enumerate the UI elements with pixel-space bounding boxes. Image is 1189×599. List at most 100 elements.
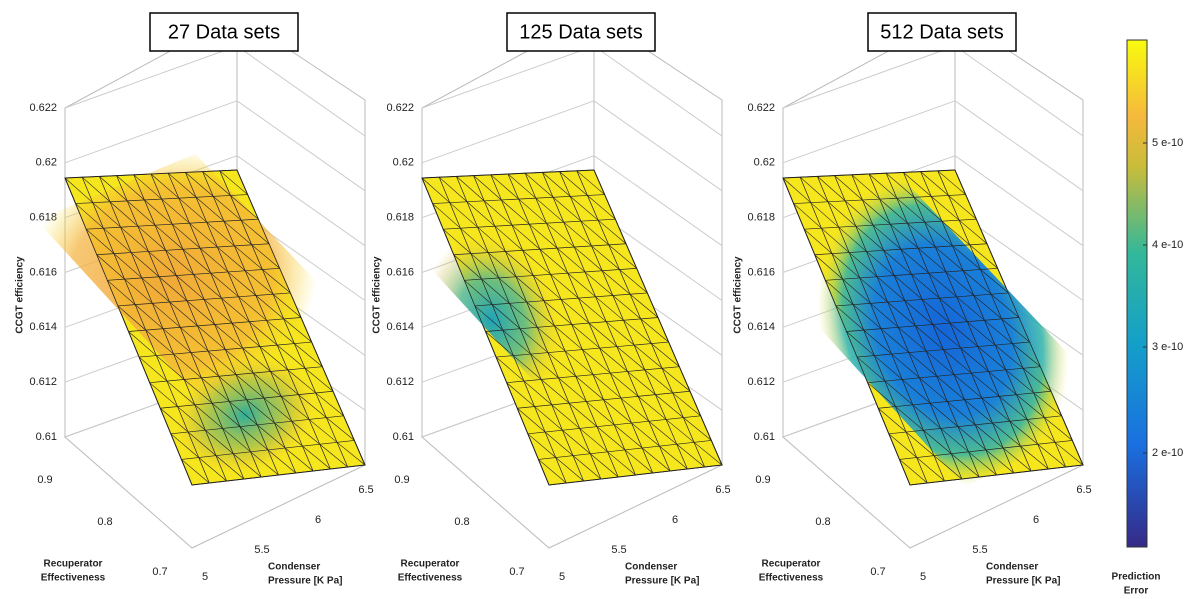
mesh-line (181, 459, 210, 484)
mesh-line (683, 417, 712, 441)
mesh-line (821, 227, 850, 253)
mesh-line (255, 295, 284, 320)
mesh-line (603, 399, 632, 424)
mesh-line (103, 227, 132, 253)
mesh-line (610, 372, 639, 397)
panel-title: 512 Data sets (880, 21, 1003, 43)
mesh-line (895, 406, 924, 431)
mesh-line (863, 329, 892, 355)
grid-line (782, 100, 956, 164)
mesh-line (518, 198, 547, 224)
mesh-line (550, 274, 579, 299)
mesh-line (283, 318, 312, 343)
mesh-line (655, 394, 684, 418)
mesh-line (230, 195, 259, 220)
mesh-line (1044, 417, 1073, 441)
mesh-line (184, 379, 213, 404)
mesh-line (866, 251, 895, 276)
mesh-line (166, 380, 195, 406)
mesh-line (539, 249, 568, 274)
title-box (506, 12, 656, 52)
mesh-line (178, 197, 207, 223)
x-tick-label: 5.5 (972, 544, 987, 556)
mesh-line (507, 173, 537, 199)
mesh-line (453, 254, 482, 280)
mesh-line (501, 199, 530, 225)
mesh-line (165, 250, 194, 275)
x-axis-label: Condenser (625, 562, 677, 573)
x-tick-label: 6 (672, 514, 678, 526)
mesh-line (1020, 445, 1049, 470)
mesh-line (831, 253, 860, 279)
mesh-line (152, 303, 181, 328)
grid-line (236, 155, 366, 247)
mesh-line (616, 346, 645, 371)
mesh-line (460, 227, 489, 253)
mesh-line (932, 324, 961, 349)
mesh-line (150, 173, 180, 199)
panel: 0.622 0.62 0.618 0.616 0.614 0.612 0.61 CCGT ef… (372, 12, 731, 587)
mesh-line (559, 171, 588, 196)
mesh-line (168, 172, 197, 198)
mesh-line (498, 277, 527, 303)
mesh-line (456, 176, 485, 202)
mesh-line (907, 222, 936, 248)
x-axis-label: Condenser (986, 562, 1038, 573)
mesh-line (186, 300, 215, 325)
mesh-line (1012, 343, 1041, 367)
mesh-line (555, 457, 584, 482)
mesh-line (259, 346, 288, 371)
mesh-line (233, 453, 262, 478)
mesh-line (590, 453, 619, 478)
mesh-line (449, 202, 478, 228)
mesh-line (560, 299, 590, 324)
z-tick-label: 0.612 (29, 376, 57, 388)
mesh-line (941, 220, 970, 246)
mesh-line (280, 396, 310, 420)
mesh-line (502, 329, 531, 355)
mesh-line (169, 301, 198, 327)
mesh-line (222, 428, 251, 453)
mesh-line (937, 170, 966, 195)
colorbar-label: Error (1124, 586, 1149, 597)
mesh-line (973, 295, 1002, 320)
mesh-line (432, 203, 461, 229)
mesh-line (485, 331, 514, 356)
mesh-line (903, 172, 932, 197)
mesh-line (586, 401, 615, 426)
mesh-line (116, 175, 145, 201)
mesh-line (217, 246, 246, 271)
mesh-line (814, 254, 843, 280)
mesh-line (464, 280, 493, 305)
grid-line (64, 100, 238, 164)
mesh-line (202, 171, 231, 196)
mesh-line (117, 305, 146, 331)
mesh-line (817, 176, 846, 202)
mesh-line (578, 297, 607, 322)
colorbar-tick-label: 4 e-10 (1152, 239, 1183, 251)
mesh-line (530, 353, 559, 379)
mesh-line (859, 277, 888, 303)
mesh-line (984, 320, 1013, 344)
mesh-line (919, 377, 948, 402)
mesh-line (902, 379, 931, 404)
grid-line (782, 45, 956, 109)
colorbar-tick-label: 3 e-10 (1152, 341, 1183, 353)
mesh-line (994, 344, 1024, 369)
mesh-line (223, 220, 252, 246)
mesh-line (551, 404, 580, 429)
y-tick-label: 0.9 (755, 474, 770, 486)
mesh-line (519, 328, 549, 353)
mesh-line (852, 304, 882, 329)
mesh-line (915, 325, 944, 350)
panel: 0.622 0.62 0.618 0.616 0.614 0.612 0.61 CCGT ef… (733, 12, 1092, 587)
mesh-line (587, 195, 616, 220)
mesh-line (810, 202, 839, 228)
mesh-line (624, 449, 653, 474)
mesh-line (921, 299, 951, 324)
mesh-line (201, 377, 230, 402)
mesh-line (855, 225, 884, 251)
mesh-line (595, 296, 624, 321)
mesh-line (541, 379, 570, 404)
